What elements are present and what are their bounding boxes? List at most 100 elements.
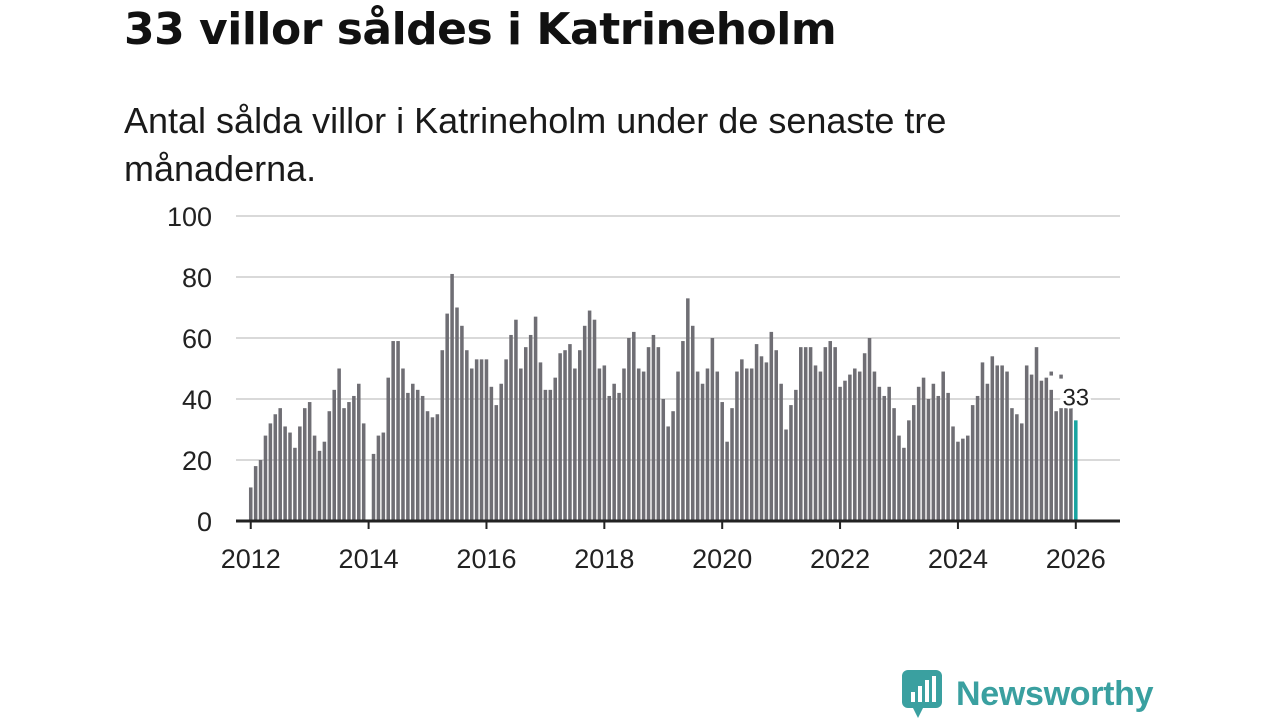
bar xyxy=(828,341,833,521)
y-tick-label: 100 xyxy=(167,202,212,232)
bar xyxy=(715,371,720,521)
bar xyxy=(853,368,857,521)
bar xyxy=(455,307,459,521)
bar xyxy=(293,447,297,521)
bar xyxy=(784,429,788,521)
chart-title: 33 villor såldes i Katrineholm xyxy=(124,4,837,55)
bar xyxy=(1069,408,1073,521)
bar xyxy=(371,453,376,521)
bar xyxy=(445,313,449,521)
bar xyxy=(248,487,253,521)
bar xyxy=(469,368,474,521)
bar xyxy=(1059,408,1063,521)
bar xyxy=(951,426,955,521)
bar xyxy=(735,371,739,521)
bar xyxy=(632,331,636,521)
bar xyxy=(695,371,700,521)
bar xyxy=(1054,411,1058,521)
bar xyxy=(779,383,783,521)
bar xyxy=(813,365,818,521)
bar xyxy=(278,408,282,521)
chart-subtitle: Antal sålda villor i Katrineholm under d… xyxy=(124,100,947,189)
bar xyxy=(489,386,494,521)
bar xyxy=(263,435,268,521)
bar xyxy=(700,383,705,521)
bar xyxy=(347,402,351,521)
bar xyxy=(720,402,724,521)
bar xyxy=(926,399,931,521)
y-tick-label: 80 xyxy=(182,263,212,293)
bar xyxy=(435,414,440,521)
bar xyxy=(862,353,867,521)
bar xyxy=(1020,423,1024,521)
bar xyxy=(376,435,381,521)
bar xyxy=(907,420,911,521)
bar xyxy=(391,341,395,521)
newsworthy-logo-text: Newsworthy xyxy=(956,674,1154,713)
bar xyxy=(882,395,887,521)
bar xyxy=(519,368,523,521)
bars xyxy=(248,273,1078,521)
bar xyxy=(538,362,543,521)
bar xyxy=(253,466,258,521)
bar xyxy=(307,402,312,521)
bar xyxy=(897,435,901,521)
bar xyxy=(523,347,528,521)
bar xyxy=(352,395,356,521)
value-marker xyxy=(1049,371,1054,376)
bar xyxy=(411,383,415,521)
bar xyxy=(1000,365,1004,521)
bar xyxy=(415,389,420,521)
bar xyxy=(941,371,945,521)
bar xyxy=(1024,365,1029,521)
bar xyxy=(740,359,744,521)
bar xyxy=(902,447,906,521)
newsworthy-logo: Newsworthy xyxy=(900,668,1154,720)
bar xyxy=(1005,371,1009,521)
bar xyxy=(799,347,803,521)
y-tick-label: 60 xyxy=(182,324,212,354)
bar xyxy=(1049,389,1054,521)
bar xyxy=(656,347,661,521)
bar xyxy=(465,350,469,521)
bar xyxy=(342,408,346,521)
bar xyxy=(578,350,582,521)
bar xyxy=(965,435,970,521)
bar xyxy=(936,395,941,521)
bar xyxy=(877,386,882,521)
x-tick-label: 2020 xyxy=(692,544,752,574)
bar xyxy=(460,325,464,521)
highlight-bar xyxy=(1074,420,1078,521)
bar xyxy=(361,423,366,521)
bar xyxy=(602,365,607,521)
bar xyxy=(661,399,666,521)
bar xyxy=(302,408,307,521)
bar xyxy=(764,362,769,521)
bar xyxy=(1039,380,1044,521)
bar xyxy=(273,414,278,521)
bar xyxy=(651,334,656,521)
x-tick-label: 2014 xyxy=(339,544,399,574)
bar xyxy=(676,371,680,521)
bar xyxy=(406,392,410,521)
bar xyxy=(332,389,336,521)
bar xyxy=(587,310,592,521)
bar xyxy=(666,426,670,521)
bar xyxy=(592,319,597,521)
bar xyxy=(681,341,685,521)
bar xyxy=(774,350,778,521)
bar xyxy=(730,408,734,521)
bar xyxy=(946,392,950,521)
bar xyxy=(440,350,445,521)
bar xyxy=(479,359,484,521)
bar xyxy=(980,362,985,521)
bar xyxy=(872,371,877,521)
bar xyxy=(769,331,774,521)
bar xyxy=(818,371,823,521)
bar xyxy=(808,347,813,521)
bar xyxy=(617,392,621,521)
bar xyxy=(911,405,916,521)
bar xyxy=(1029,374,1034,521)
x-axis xyxy=(236,519,1120,529)
bar xyxy=(268,423,273,521)
